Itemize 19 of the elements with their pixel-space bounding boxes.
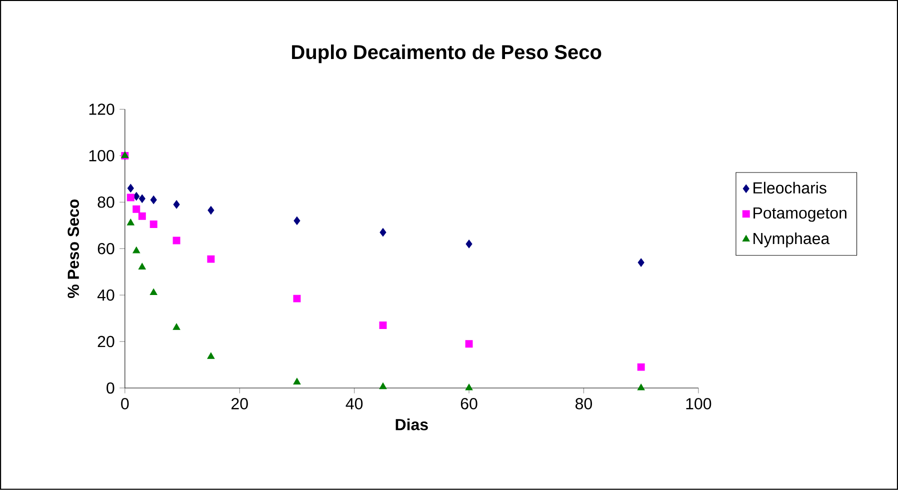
y-tick-label: 100: [89, 150, 114, 162]
y-tick-label: 80: [98, 196, 114, 208]
legend-label: Nymphaea: [754, 232, 830, 248]
y-tick-label: 20: [98, 336, 114, 348]
y-tick-label: 120: [89, 104, 114, 115]
x-axis-title: Dias: [396, 418, 428, 430]
legend-label: Eleocharis: [754, 182, 826, 194]
x-tick-label: 100: [686, 398, 712, 410]
y-tick-label: 40: [97, 289, 114, 301]
legend-label: Potamogeton: [754, 208, 846, 222]
x-tick-label: 20: [232, 398, 248, 410]
x-tick-label: 80: [576, 398, 592, 410]
y-tick-label: 0: [106, 382, 114, 394]
x-tick-label: 0: [121, 398, 129, 410]
x-tick-label: 60: [460, 398, 478, 410]
y-tick-label: 60: [98, 243, 114, 254]
chart-title: Duplo Decaimento de Peso Seco: [292, 44, 602, 64]
x-tick-label: 40: [346, 398, 363, 410]
y-axis-title: % Peso Seco: [68, 200, 79, 298]
